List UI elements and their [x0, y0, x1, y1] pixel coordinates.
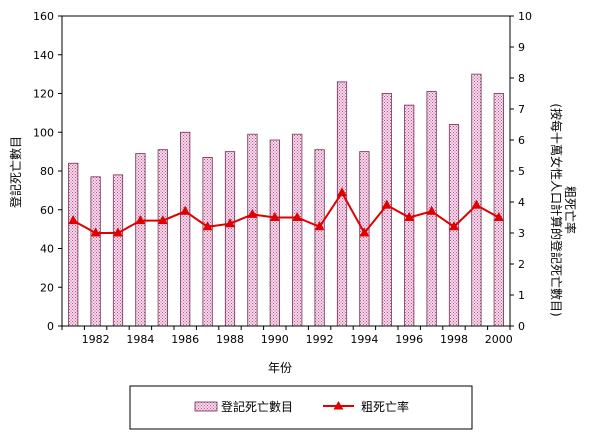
x-axis-title: 年份	[268, 361, 292, 375]
left-y-tick-label: 60	[40, 204, 54, 217]
rate-marker-1983	[113, 227, 123, 237]
right-y-tick-label: 2	[518, 258, 525, 271]
plot-area-frame	[61, 15, 511, 327]
x-tick-label-1996: 1996	[395, 333, 423, 346]
left-y-tick-label: 160	[33, 10, 54, 23]
x-tick-label-1998: 1998	[440, 333, 468, 346]
right-y-tick-label: 5	[518, 165, 525, 178]
bars-layer	[68, 73, 504, 327]
bar-1986	[180, 131, 191, 327]
legend: 登記死亡數目 粗死亡率	[129, 385, 473, 430]
rate-marker-1994	[359, 227, 370, 237]
bar-1985	[157, 149, 168, 327]
rate-marker-1990	[269, 212, 280, 221]
x-tick-label-1994: 1994	[350, 333, 378, 346]
rate-marker-1985	[157, 215, 168, 225]
x-tick-label-1992: 1992	[306, 333, 334, 346]
right-y-tick-label: 9	[518, 41, 525, 54]
x-tick-label-1986: 1986	[171, 333, 199, 346]
bar-1981	[68, 162, 79, 327]
right-y-tick-label: 6	[518, 134, 525, 147]
rate-marker-1995	[381, 199, 392, 209]
right-y-tick-label: 10	[518, 10, 532, 23]
bar-1983	[112, 174, 124, 327]
right-y-tick-label: 4	[518, 196, 525, 209]
bar-1984	[135, 153, 146, 327]
rate-marker-1991	[292, 212, 303, 221]
axes-layer: 0 20 40 60 80 100 120 140 160 0 1 2 3 4 5 6 7 8 9 10 1982 198…	[33, 10, 532, 346]
right-y-tick-label: 8	[518, 72, 525, 85]
right-y-tick-label: 0	[518, 320, 525, 333]
bar-1992	[314, 149, 325, 327]
rate-marker-1998	[449, 221, 459, 231]
left-y-tick-label: 0	[47, 320, 54, 333]
bar-1989	[247, 133, 258, 327]
rate-marker-1993	[337, 187, 347, 197]
bar-2000	[493, 93, 504, 327]
x-tick-label-1988: 1988	[216, 333, 244, 346]
legend-label-line: 粗死亡率	[361, 399, 409, 414]
right-y-tick-label: 3	[518, 227, 525, 240]
legend-frame	[129, 385, 473, 430]
left-y-tick-label: 100	[33, 126, 54, 139]
right-y-axis-title-line1: 粗死亡率	[563, 186, 578, 234]
rate-marker-1999	[471, 199, 482, 209]
right-y-tick-label: 7	[518, 103, 525, 116]
left-y-tick-label: 120	[33, 88, 54, 101]
line-series-layer	[68, 187, 504, 237]
left-y-tick-label: 80	[40, 165, 54, 178]
rate-marker-1988	[225, 218, 235, 228]
bar-1993	[336, 81, 348, 327]
bar-1991	[292, 133, 303, 327]
x-tick-label-2000: 2000	[485, 333, 513, 346]
legend-bar-swatch	[194, 401, 218, 412]
bar-1994	[359, 151, 370, 327]
right-y-tick-label: 1	[518, 289, 525, 302]
right-y-axis-title-line2: (按每十萬女性人口計算的登記死亡數目)	[549, 103, 564, 316]
x-tick-label-1990: 1990	[261, 333, 289, 346]
rate-marker-1984	[135, 215, 146, 225]
bar-1982	[90, 176, 101, 327]
x-tick-label-1982: 1982	[82, 333, 110, 346]
left-y-tick-label: 20	[40, 281, 54, 294]
left-y-tick-label: 40	[40, 243, 54, 256]
bar-1987	[202, 157, 213, 327]
left-y-axis-title: 登記死亡數目	[8, 136, 23, 208]
x-tick-label-1984: 1984	[126, 333, 154, 346]
rate-marker-1992	[314, 221, 325, 231]
left-y-tick-label: 140	[33, 49, 54, 62]
legend-triangle-marker	[333, 401, 344, 410]
crude-death-rate-line	[72, 190, 500, 235]
rate-marker-1997	[426, 205, 437, 215]
bar-1988	[224, 151, 236, 327]
rate-marker-1981	[68, 215, 79, 225]
rate-marker-1987	[202, 221, 213, 231]
rate-marker-2000	[493, 212, 504, 221]
rate-marker-1989	[247, 208, 258, 218]
rate-marker-1986	[180, 205, 191, 215]
rate-marker-1982	[90, 227, 101, 237]
legend-label-bar: 登記死亡數目	[221, 399, 293, 414]
rate-marker-1996	[404, 212, 415, 221]
bar-1990	[269, 139, 280, 327]
